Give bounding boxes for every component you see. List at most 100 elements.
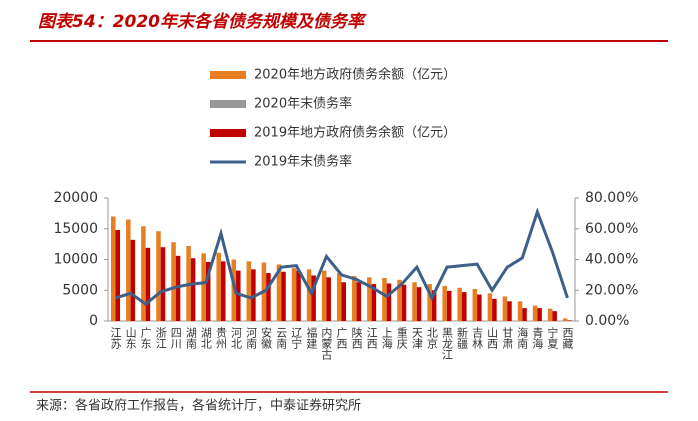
bar <box>321 270 327 321</box>
legend-swatch <box>210 100 246 108</box>
bar <box>386 283 392 321</box>
y-tick-label: 20000 <box>53 190 98 206</box>
x-tick-label: 四川 <box>169 327 182 349</box>
x-tick-label: 福建 <box>305 326 318 350</box>
x-tick-label: 江西 <box>365 327 378 349</box>
legend-swatch <box>210 129 246 137</box>
bar <box>401 284 407 321</box>
bar <box>367 277 372 321</box>
bar <box>477 294 482 321</box>
bar <box>492 298 497 321</box>
y-tick-label: 15000 <box>53 221 98 237</box>
bar <box>220 261 226 321</box>
x-tick-label: 广西 <box>335 327 348 349</box>
y2-tick-label: 80.00% <box>585 190 638 206</box>
bar <box>427 284 432 321</box>
bar <box>397 279 402 321</box>
bar <box>431 290 437 321</box>
bar <box>160 247 166 321</box>
x-tick-label: 内蒙古 <box>320 326 333 360</box>
x-tick-label: 黑龙江 <box>440 327 453 360</box>
bar <box>291 268 297 321</box>
y-tick-label: 10000 <box>53 252 98 268</box>
x-tick-label: 浙江 <box>154 327 167 349</box>
bar <box>472 289 478 321</box>
legend-label: 2019年地方政府债务余额（亿元） <box>254 125 456 141</box>
bar <box>552 311 557 321</box>
x-tick-label: 新疆 <box>456 326 469 349</box>
x-tick-label: 安徽 <box>260 326 273 350</box>
x-tick-label: 广东 <box>139 327 152 349</box>
bar <box>145 247 151 321</box>
bar <box>567 320 572 321</box>
x-tick-label: 湖北 <box>199 327 212 349</box>
bar <box>341 282 347 321</box>
x-tick-label: 河南 <box>245 327 258 349</box>
bar <box>115 229 121 321</box>
bar <box>175 255 181 321</box>
source: 来源：各省政府工作报告，各省统计厅，中泰证券研究所 <box>36 398 361 414</box>
bar <box>462 292 467 321</box>
bar <box>201 253 206 321</box>
bar <box>562 318 568 321</box>
bar <box>507 301 512 321</box>
y2-tick-label: 60.00% <box>585 221 638 237</box>
bar <box>416 287 422 321</box>
x-tick-label: 西藏 <box>561 327 574 350</box>
bar <box>266 273 271 321</box>
x-tick-label: 海南 <box>516 326 529 349</box>
x-tick-label: 吉林 <box>471 327 484 349</box>
x-tick-label: 辽宁 <box>290 327 303 349</box>
y2-tick-label: 20.00% <box>585 282 638 298</box>
x-tick-label: 天津 <box>410 327 423 349</box>
bar <box>412 282 417 321</box>
bar <box>190 258 196 321</box>
bar <box>382 277 387 321</box>
bar <box>171 242 176 321</box>
bar <box>130 239 136 321</box>
bar <box>522 308 527 321</box>
x-tick-label: 上海 <box>380 327 393 350</box>
bar <box>111 216 116 321</box>
y2-tick-label: 40.00% <box>585 252 638 268</box>
x-tick-label: 河北 <box>230 327 243 349</box>
bar <box>517 301 523 321</box>
x-tick-label: 北京 <box>425 327 438 350</box>
bar <box>246 261 252 321</box>
bar <box>326 277 331 321</box>
bar <box>126 219 131 321</box>
x-tick-label: 重庆 <box>395 326 408 350</box>
x-tick-label: 贵州 <box>214 327 227 349</box>
bar <box>296 270 301 321</box>
legend-label: 2020年地方政府债务余额（亿元） <box>254 67 456 83</box>
bar <box>352 276 357 321</box>
x-tick-label: 青海 <box>531 327 544 350</box>
legend-label: 2019年末债务率 <box>254 154 352 170</box>
bar <box>156 231 161 321</box>
bar <box>537 308 542 321</box>
bar <box>236 270 241 321</box>
bar <box>276 264 282 321</box>
x-tick-label: 湖南 <box>184 327 197 349</box>
bar <box>446 290 452 321</box>
bar <box>371 284 377 321</box>
bar <box>442 285 447 321</box>
x-tick-label: 陕西 <box>350 326 363 349</box>
x-tick-label: 宁夏 <box>546 326 559 349</box>
bar <box>141 226 146 321</box>
bar <box>336 273 342 321</box>
bar <box>457 287 463 321</box>
legend-label: 2020年末债务率 <box>254 96 352 112</box>
x-tick-label: 山东 <box>124 327 137 349</box>
bar <box>216 252 221 321</box>
bar <box>547 308 553 321</box>
bar <box>356 282 362 321</box>
x-tick-label: 江苏 <box>109 327 122 350</box>
x-tick-label: 山西 <box>486 327 499 349</box>
y2-tick-label: 0.00% <box>585 313 629 329</box>
y-tick-label: 5000 <box>62 282 98 298</box>
chart-title: 图表54：2020年末各省债务规模及债务率 <box>38 12 367 32</box>
legend-swatch <box>210 71 246 79</box>
bar <box>487 293 493 321</box>
